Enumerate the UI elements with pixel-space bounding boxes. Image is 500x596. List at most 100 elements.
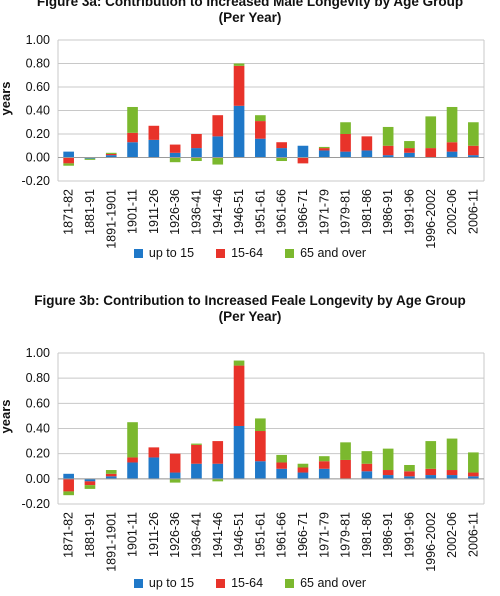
bar-up-to-15 <box>63 151 74 158</box>
x-tick-label: 2006-11 <box>466 189 480 234</box>
bar-65-and-over <box>382 448 394 471</box>
bar-15-64 <box>105 153 117 156</box>
legend-label: 65 and over <box>300 246 367 260</box>
bar-65-and-over <box>105 152 117 154</box>
bar-up-to-15 <box>318 150 330 158</box>
chart-figure-3b: Figure 3b: Contribution to Increased Fea… <box>0 293 500 596</box>
y-tick-label: 0.80 <box>26 371 50 385</box>
x-tick-label: 1881-91 <box>83 189 97 235</box>
legend-label: 65 and over <box>300 576 367 590</box>
x-tick-label: 1971-79 <box>317 512 331 558</box>
x-tick-label: 1961-66 <box>275 512 289 558</box>
y-axis-label: years <box>0 82 13 116</box>
bar-up-to-15 <box>212 136 224 158</box>
bar-65-and-over <box>127 422 138 458</box>
bar-up-to-15 <box>468 155 479 158</box>
chart-title-line: Figure 3a: Contribution to Increased Mal… <box>36 0 464 9</box>
x-tick-label: 1946-51 <box>232 189 246 235</box>
x-tick-label: 1996-2002 <box>424 512 438 572</box>
x-tick-label: 1901-11 <box>126 512 140 557</box>
x-tick-label: 1901-11 <box>126 189 140 234</box>
bar-up-to-15 <box>191 463 202 479</box>
y-tick-label: 0.20 <box>26 127 50 141</box>
bar-15-64 <box>340 134 351 152</box>
x-tick-label: 1979-81 <box>339 512 353 558</box>
x-tick-label: 1986-91 <box>381 512 395 558</box>
bar-65-and-over <box>127 106 138 133</box>
bar-65-and-over <box>212 157 224 165</box>
bar-65-and-over <box>255 418 266 432</box>
bar-15-64 <box>169 453 181 473</box>
x-tick-label: 1991-96 <box>402 512 416 558</box>
y-tick-label: 0.00 <box>26 151 50 165</box>
bar-up-to-15 <box>297 145 309 158</box>
x-tick-label: 1991-96 <box>402 189 416 235</box>
x-tick-label: 1911-26 <box>147 512 161 557</box>
bar-15-64 <box>297 157 309 164</box>
x-tick-label: 1871-82 <box>62 189 76 235</box>
bar-65-and-over <box>425 116 437 149</box>
x-tick-label: 1971-79 <box>317 189 331 235</box>
bar-up-to-15 <box>233 105 245 158</box>
bar-15-64 <box>361 136 373 151</box>
bar-15-64 <box>361 463 373 472</box>
bar-65-and-over <box>233 360 245 366</box>
bar-65-and-over <box>63 491 74 496</box>
legend-swatch <box>285 578 295 588</box>
bar-65-and-over <box>169 478 181 483</box>
legend-swatch <box>216 578 226 588</box>
bar-up-to-15 <box>105 155 117 158</box>
bar-15-64 <box>191 134 202 149</box>
bar-65-and-over <box>468 452 479 473</box>
y-tick-label: 0.80 <box>26 57 50 71</box>
bar-15-64 <box>233 365 245 426</box>
bar-15-64 <box>169 144 181 153</box>
bar-15-64 <box>318 461 330 469</box>
x-tick-label: 2002-06 <box>445 189 459 235</box>
bar-65-and-over <box>297 463 309 468</box>
chart-subtitle: (Per Year) <box>218 309 282 324</box>
x-tick-label: 2002-06 <box>445 512 459 558</box>
bar-up-to-15 <box>169 152 181 158</box>
bar-65-and-over <box>212 478 224 482</box>
bar-up-to-15 <box>212 463 224 479</box>
x-tick-label: 1981-86 <box>360 512 374 558</box>
bar-15-64 <box>446 142 458 152</box>
y-tick-label: 1.00 <box>26 346 50 360</box>
bar-up-to-15 <box>233 425 245 479</box>
bar-up-to-15 <box>425 475 437 479</box>
x-tick-label: 2006-11 <box>466 512 480 557</box>
bar-15-64 <box>404 148 415 153</box>
x-tick-label: 1966-71 <box>296 189 310 235</box>
y-tick-label: 1.00 <box>26 33 50 47</box>
bar-up-to-15 <box>276 468 287 479</box>
bar-15-64 <box>382 145 394 156</box>
bar-65-and-over <box>446 106 458 143</box>
x-tick-label: 1891-1901 <box>104 189 118 249</box>
x-tick-label: 1881-91 <box>83 512 97 558</box>
bar-15-64 <box>297 467 309 473</box>
y-tick-label: 0.60 <box>26 80 50 94</box>
x-tick-label: 1981-86 <box>360 189 374 235</box>
x-tick-label: 1941-46 <box>211 512 225 558</box>
legend-item-65-and-over: 65 and over <box>285 576 366 590</box>
bar-up-to-15 <box>255 461 266 479</box>
bar-up-to-15 <box>169 472 181 479</box>
bar-15-64 <box>127 132 138 143</box>
bar-15-64 <box>63 157 74 164</box>
chart-figure-3a: Figure 3a: Contribution to Increased Mal… <box>0 0 485 260</box>
x-tick-label: 1986-91 <box>381 189 395 235</box>
bar-up-to-15 <box>191 148 202 158</box>
bar-up-to-15 <box>361 150 373 158</box>
y-tick-label: 0.20 <box>26 447 50 461</box>
bar-15-64 <box>127 457 138 463</box>
x-tick-label: 1911-26 <box>147 189 161 234</box>
bar-up-to-15 <box>446 475 458 479</box>
bar-up-to-15 <box>382 475 394 479</box>
x-tick-label: 1941-46 <box>211 189 225 235</box>
legend-swatch <box>133 248 143 258</box>
bar-65-and-over <box>404 464 415 472</box>
chart-plot-area: -0.20 0.00 0.20 0.40 0.60 0.80 1.00 years 1871-8… <box>0 33 485 249</box>
legend-label: up to 15 <box>148 246 195 260</box>
bar-up-to-15 <box>148 139 160 158</box>
